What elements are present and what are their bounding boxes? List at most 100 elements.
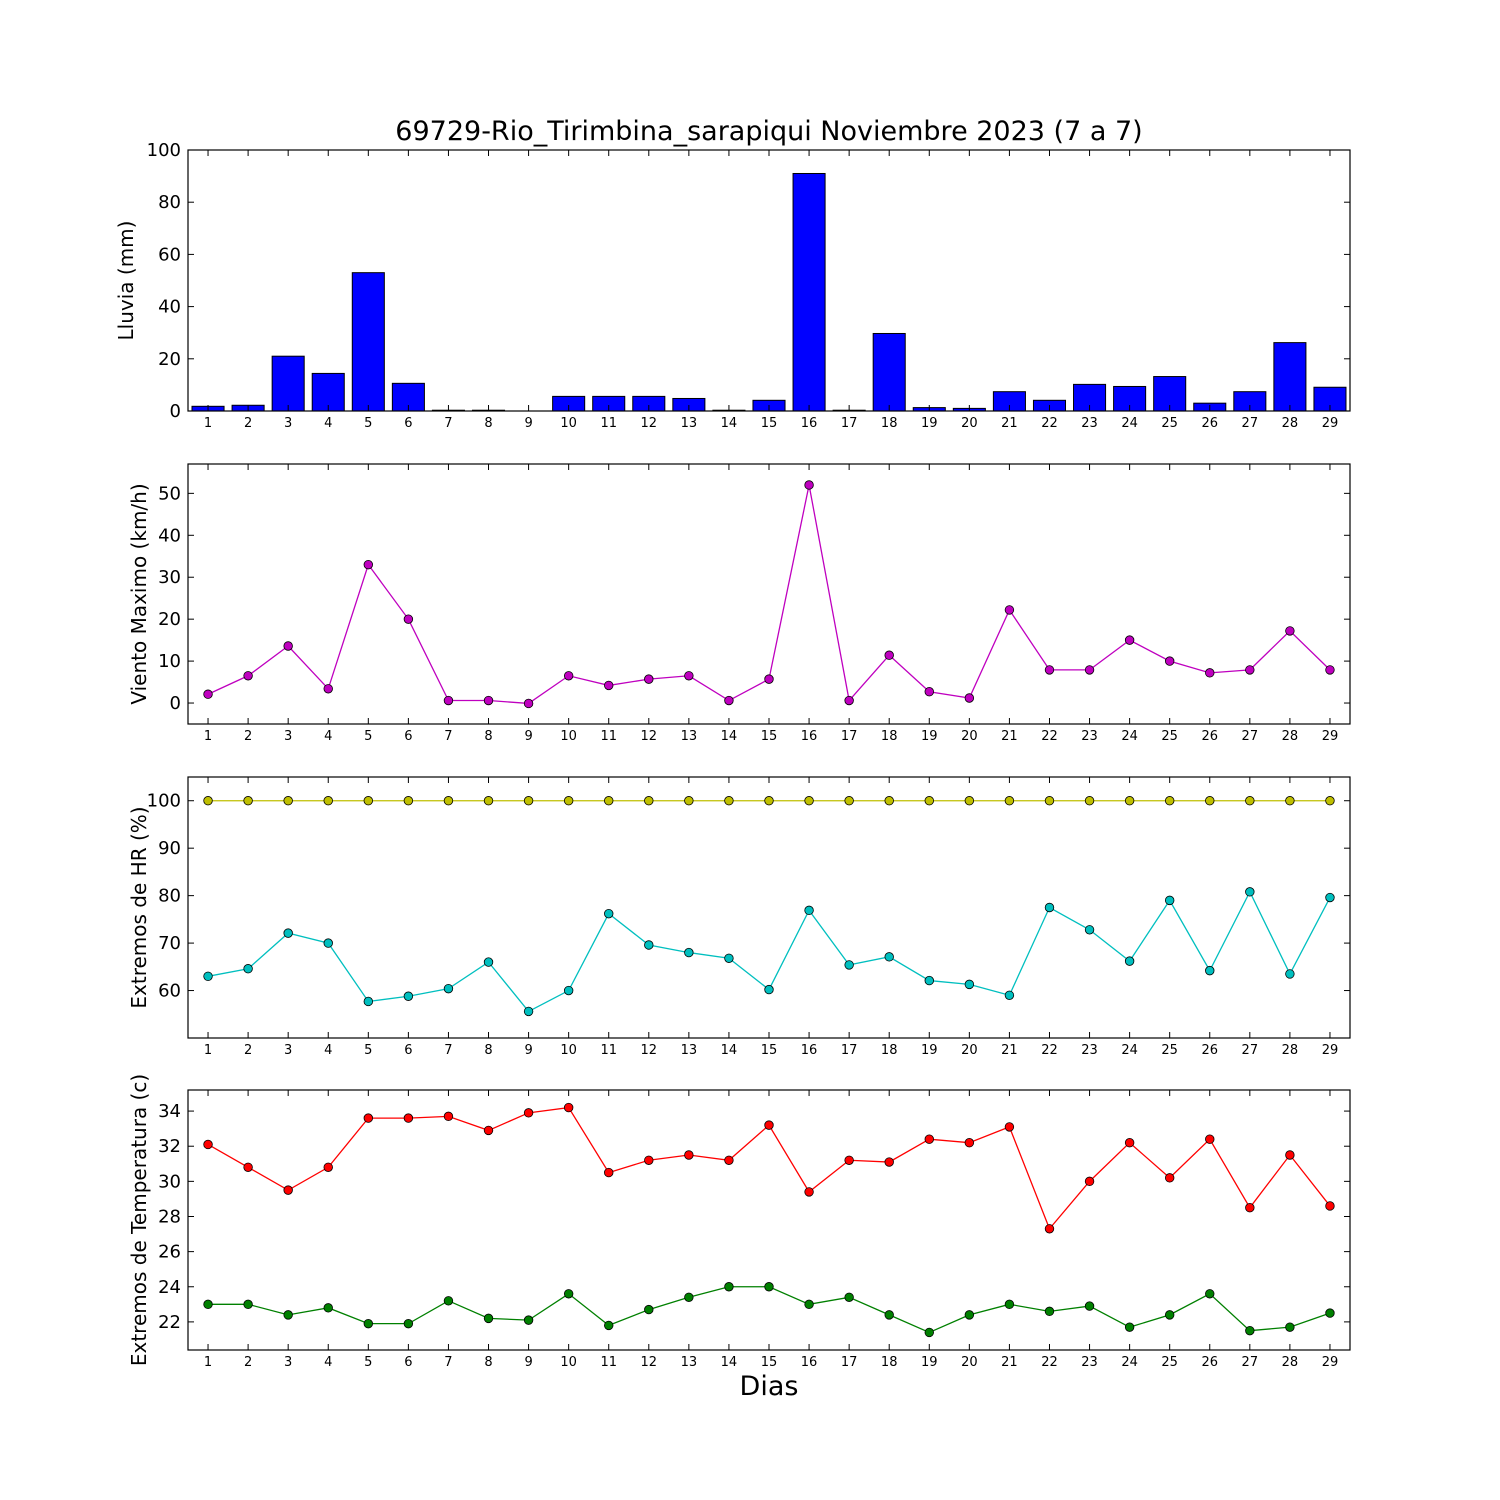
point-s2-day-10: [563, 1289, 574, 1299]
point-s2-day-27: [1245, 1325, 1255, 1336]
point-s1-day-6: [403, 1113, 414, 1123]
x-tick-label: 28: [1282, 729, 1299, 744]
x-tick-label: 21: [1001, 1355, 1018, 1370]
point-s1-day-20: [964, 693, 975, 703]
x-tick-label: 5: [364, 1355, 372, 1370]
point-s2-day-2: [243, 1299, 253, 1310]
x-tick-label: 6: [404, 729, 412, 744]
x-tick-label: 8: [484, 1043, 492, 1058]
point-s1-day-13: [684, 796, 694, 806]
point-s2-day-21: [1004, 990, 1015, 1000]
y-tick-label: 34: [158, 1101, 181, 1122]
point-s1-day-6: [403, 796, 414, 806]
point-s1-day-21: [1004, 1122, 1015, 1132]
x-tick-label: 28: [1282, 1043, 1299, 1058]
x-tick-label: 1: [204, 729, 212, 744]
x-tick-label: 14: [721, 416, 738, 431]
point-s2-day-14: [724, 1282, 734, 1292]
x-tick-label: 14: [721, 1043, 738, 1058]
x-tick-label: 7: [444, 416, 452, 431]
x-tick-label: 18: [881, 1355, 898, 1370]
x-tick-label: 21: [1001, 1043, 1018, 1058]
point-s2-day-17: [844, 1292, 854, 1302]
x-tick-label: 11: [600, 1355, 617, 1370]
x-tick-label: 3: [284, 729, 292, 744]
x-tick-label: 13: [681, 1043, 698, 1058]
point-s1-day-3: [283, 641, 293, 651]
x-tick-label: 15: [761, 1355, 778, 1370]
point-s1-day-16: [804, 1187, 814, 1197]
y-axis-label: Extremos de Temperatura (c): [127, 1074, 151, 1366]
x-tick-label: 29: [1322, 416, 1339, 431]
x-tick-label: 27: [1242, 729, 1259, 744]
point-s2-day-16: [804, 1299, 814, 1310]
bar-day-3: [271, 355, 305, 412]
point-s2-day-4: [323, 938, 333, 948]
x-tick-label: 22: [1041, 1355, 1058, 1370]
y-tick-label: 30: [158, 1171, 181, 1192]
point-s2-day-8: [483, 1313, 494, 1324]
point-s2-day-9: [523, 1315, 534, 1325]
point-s2-day-6: [403, 991, 414, 1001]
point-s2-day-23: [1084, 1301, 1095, 1311]
point-s1-day-7: [443, 695, 454, 706]
point-s1-day-12: [644, 1155, 654, 1165]
point-s1-day-6: [403, 614, 414, 624]
point-s2-day-10: [563, 985, 574, 996]
bar-day-4: [311, 372, 345, 412]
point-s1-day-14: [724, 1155, 734, 1165]
x-tick-label: 12: [641, 416, 658, 431]
point-s2-day-24: [1124, 956, 1135, 966]
point-s2-day-4: [323, 1303, 333, 1313]
point-s2-day-11: [604, 908, 614, 919]
bar-day-28: [1273, 342, 1307, 412]
x-tick-label: 14: [721, 1355, 738, 1370]
point-s2-day-5: [363, 996, 374, 1007]
x-tick-label: 17: [841, 416, 858, 431]
y-tick-label: 60: [158, 244, 181, 265]
series-line-2: [208, 1286, 1331, 1334]
x-tick-label: 1: [204, 1355, 212, 1370]
y-tick-label: 80: [158, 886, 181, 907]
point-s1-day-26: [1205, 668, 1215, 678]
x-tick-label: 20: [961, 1355, 978, 1370]
y-tick-label: 10: [158, 651, 181, 672]
point-s2-day-8: [483, 957, 494, 967]
point-s1-day-9: [523, 796, 534, 806]
point-s1-day-7: [443, 1111, 454, 1122]
x-tick-label: 12: [641, 729, 658, 744]
point-s2-day-6: [403, 1318, 414, 1329]
point-s1-day-27: [1245, 796, 1255, 806]
x-tick-label: 6: [404, 1043, 412, 1058]
x-tick-label: 26: [1201, 729, 1218, 744]
x-axis-label: Dias: [739, 1371, 799, 1402]
point-s1-day-21: [1004, 605, 1015, 615]
x-tick-label: 14: [721, 729, 738, 744]
x-tick-label: 15: [761, 416, 778, 431]
point-s1-day-16: [804, 480, 814, 490]
point-s2-day-18: [884, 1310, 894, 1320]
point-s1-day-19: [924, 796, 934, 806]
point-s1-day-17: [844, 695, 854, 706]
x-tick-label: 13: [681, 416, 698, 431]
point-s1-day-2: [243, 671, 253, 681]
y-tick-label: 0: [170, 401, 181, 422]
x-tick-label: 7: [444, 729, 452, 744]
point-s1-day-27: [1245, 1203, 1255, 1213]
x-tick-label: 19: [921, 1043, 938, 1058]
x-tick-label: 7: [444, 1043, 452, 1058]
point-s1-day-11: [604, 1167, 614, 1178]
point-s2-day-15: [764, 984, 774, 995]
point-s1-day-29: [1325, 796, 1335, 806]
x-tick-label: 6: [404, 416, 412, 431]
x-tick-label: 25: [1161, 416, 1178, 431]
y-tick-label: 100: [147, 140, 181, 161]
point-s2-day-2: [243, 964, 253, 974]
point-s1-day-15: [764, 674, 774, 684]
x-tick-label: 25: [1161, 1355, 1178, 1370]
x-tick-label: 17: [841, 729, 858, 744]
point-s1-day-24: [1124, 635, 1135, 645]
x-tick-label: 28: [1282, 416, 1299, 431]
x-tick-label: 7: [444, 1355, 452, 1370]
x-tick-label: 24: [1121, 416, 1138, 431]
